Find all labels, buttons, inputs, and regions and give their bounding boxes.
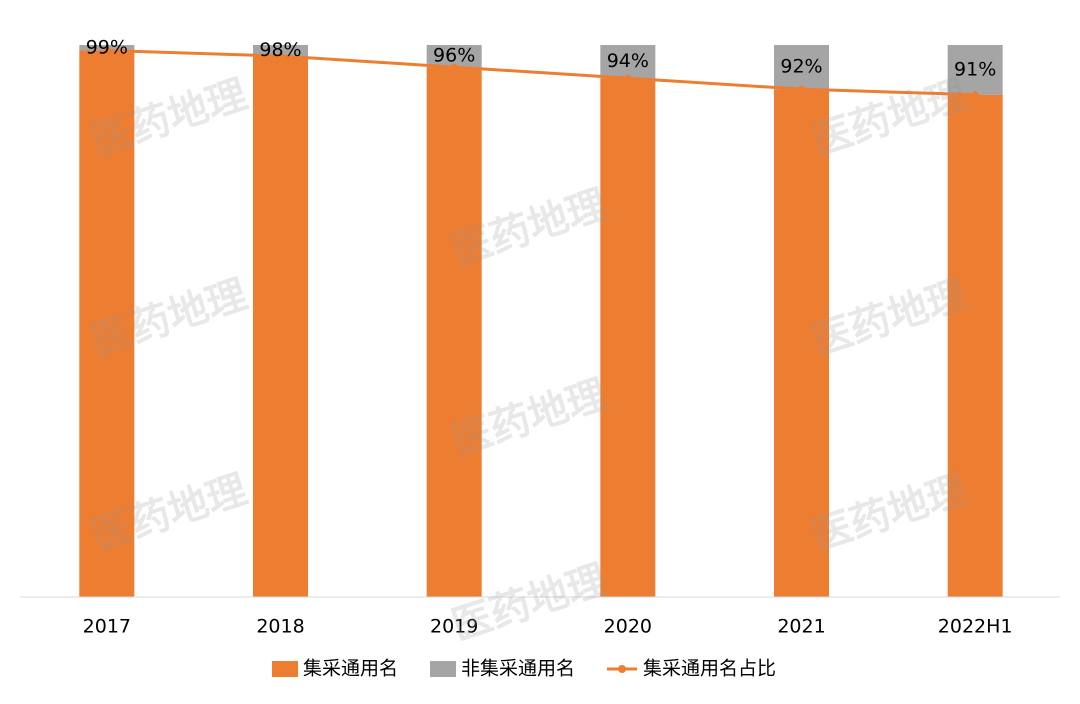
bar xyxy=(253,45,308,57)
data-label: 99% xyxy=(86,36,128,58)
data-label: 92% xyxy=(780,56,822,78)
line-marker xyxy=(277,52,284,60)
line-marker xyxy=(624,74,632,82)
x-tick-label: 2020 xyxy=(604,616,652,638)
bar xyxy=(600,45,656,79)
bar xyxy=(426,67,482,597)
x-tick-label: 2019 xyxy=(430,616,478,638)
legend-swatch xyxy=(272,661,298,677)
bar xyxy=(774,45,829,90)
bar xyxy=(947,45,1003,95)
x-tick-label: 2017 xyxy=(83,616,131,638)
legend-swatch-marker xyxy=(618,665,627,673)
line-marker xyxy=(798,85,805,93)
x-tick-label: 2021 xyxy=(777,616,825,638)
bar xyxy=(774,89,829,597)
legend-label: 非集采通用名 xyxy=(461,658,575,680)
bar xyxy=(426,45,482,68)
line-marker xyxy=(971,91,979,99)
legend-label: 集采通用名占比 xyxy=(643,658,776,680)
bar xyxy=(947,94,1003,598)
line-marker xyxy=(103,47,111,55)
watermark: 医药地理 xyxy=(806,467,972,560)
line-marker xyxy=(450,63,458,71)
x-tick-label: 2018 xyxy=(256,616,304,638)
legend-label: 集采通用名 xyxy=(303,658,398,680)
line xyxy=(106,49,976,97)
bar xyxy=(600,78,656,598)
data-label: 94% xyxy=(607,50,649,72)
watermark: 医药地理 xyxy=(806,272,972,365)
watermark: 医药地理 xyxy=(806,72,972,165)
x-tick-label: 2022H1 xyxy=(938,616,1013,638)
data-label: 91% xyxy=(954,58,996,80)
data-label: 96% xyxy=(433,45,475,67)
data-label: 98% xyxy=(259,39,301,61)
bar xyxy=(253,56,308,598)
legend-swatch xyxy=(430,661,457,677)
bar xyxy=(79,50,135,597)
